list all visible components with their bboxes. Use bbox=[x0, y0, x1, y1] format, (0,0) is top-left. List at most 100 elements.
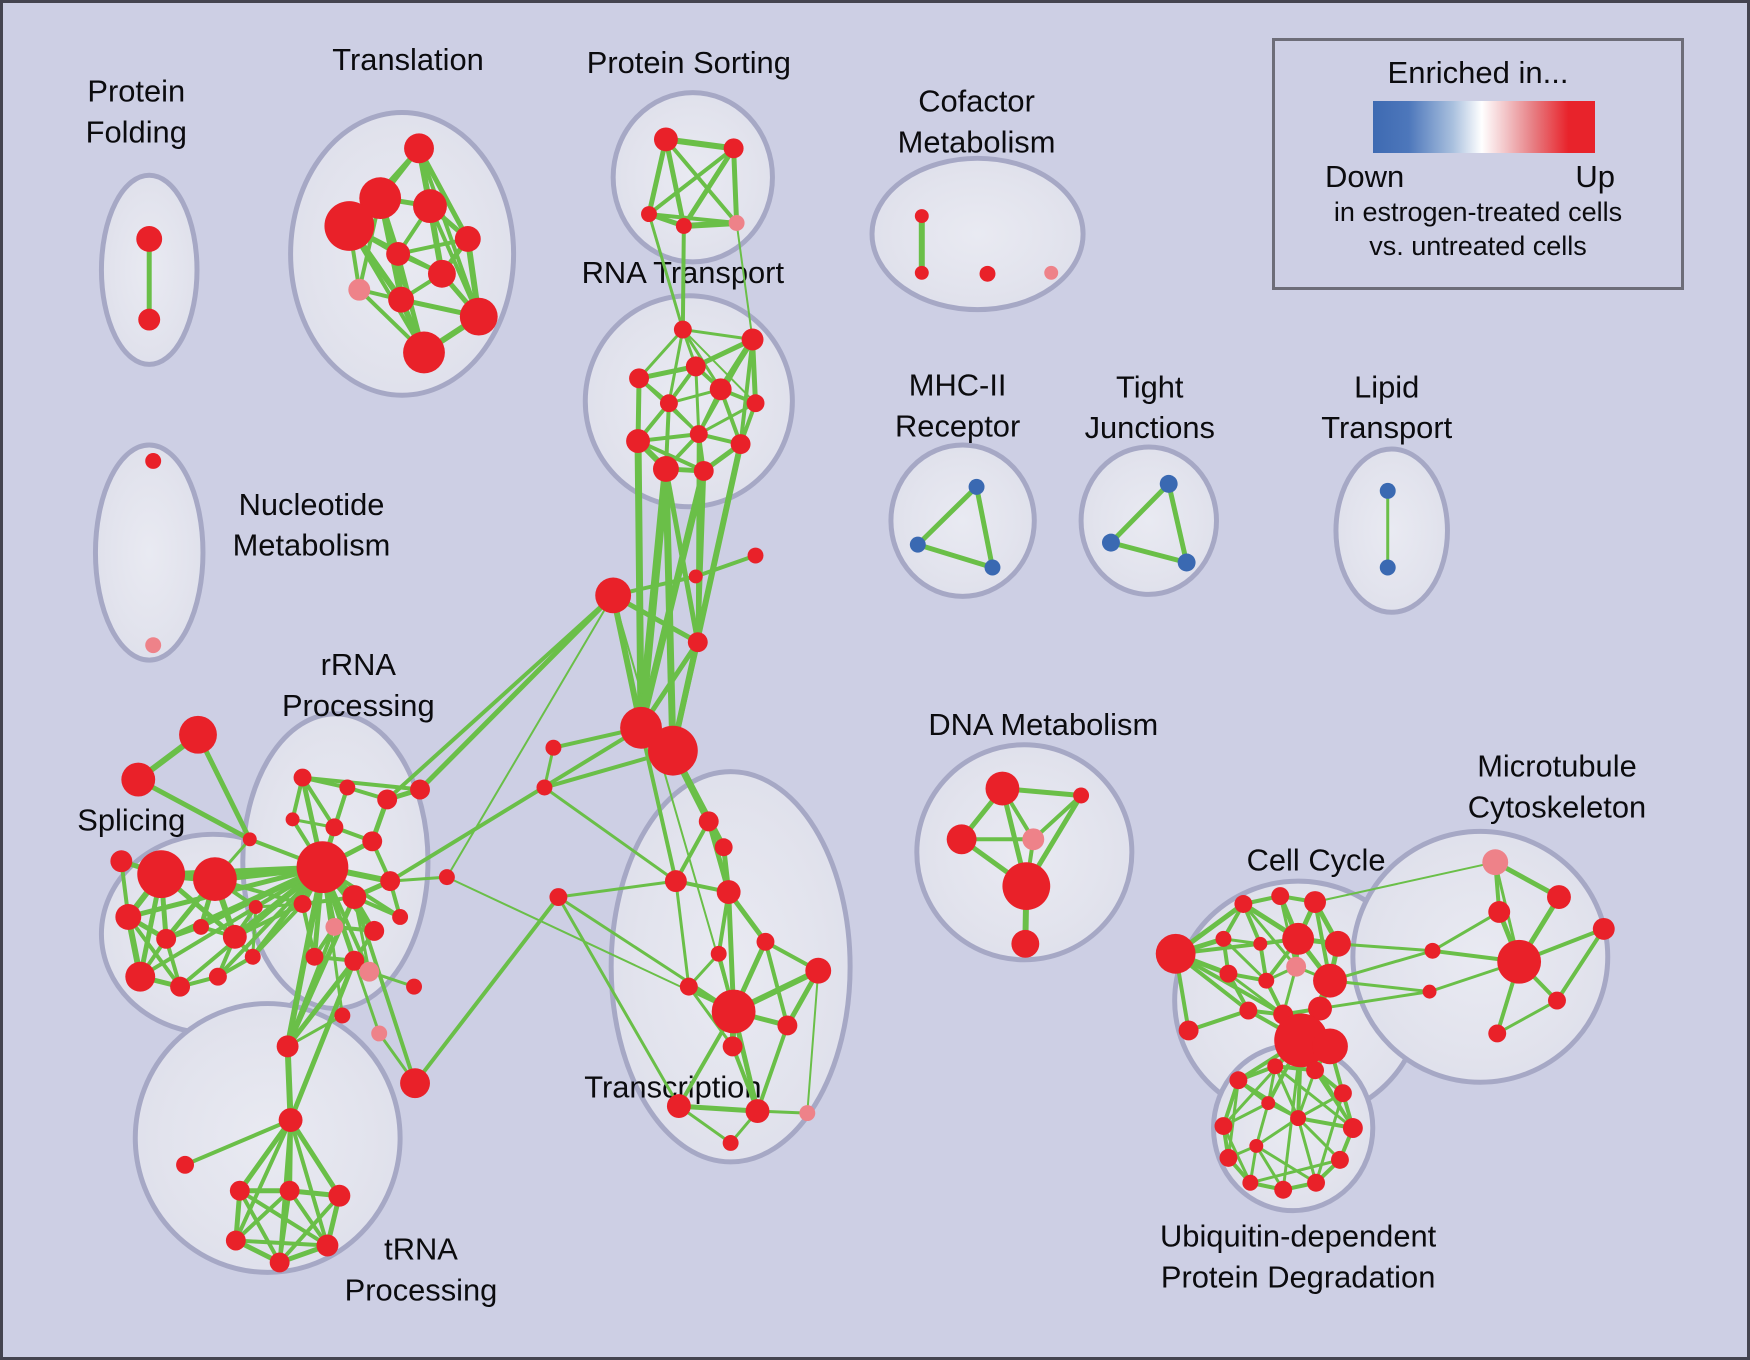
graph-node bbox=[549, 888, 568, 906]
graph-node bbox=[722, 1134, 739, 1151]
graph-node bbox=[339, 779, 356, 796]
graph-node bbox=[747, 547, 764, 564]
legend-title: Enriched in... bbox=[1387, 55, 1569, 90]
dna-metabolism-label: DNA Metabolism bbox=[928, 707, 1158, 742]
protein-folding-label: Folding bbox=[86, 115, 187, 150]
graph-node bbox=[1307, 1173, 1326, 1192]
mhc-ii-receptor-ellipse bbox=[888, 442, 1037, 599]
graph-edge bbox=[445, 594, 615, 879]
graph-edge bbox=[1431, 910, 1501, 953]
graph-edge bbox=[680, 224, 686, 332]
graph-node bbox=[156, 928, 177, 949]
legend-caption-line2: vs. untreated cells bbox=[1369, 231, 1587, 261]
graph-node bbox=[693, 460, 714, 481]
graph-node bbox=[1178, 1020, 1199, 1041]
graph-edge bbox=[639, 725, 678, 884]
graph-node bbox=[386, 241, 411, 266]
graph-node bbox=[777, 1015, 798, 1036]
graph-node bbox=[438, 869, 455, 886]
graph-edge bbox=[1254, 1116, 1300, 1148]
graph-edge bbox=[637, 328, 685, 380]
graph-node bbox=[137, 850, 186, 899]
graph-node bbox=[334, 1007, 351, 1024]
graph-edge bbox=[352, 895, 371, 974]
graph-edge bbox=[284, 864, 326, 1050]
graph-node bbox=[728, 215, 745, 231]
graph-node bbox=[1044, 265, 1059, 280]
graph-edge bbox=[763, 939, 790, 1028]
graph-edge bbox=[738, 337, 755, 447]
nucleotide-metabolism-label: Nucleotide bbox=[239, 487, 385, 522]
graph-edge bbox=[556, 895, 681, 1108]
graph-node bbox=[659, 394, 678, 413]
trna-processing-ellipse bbox=[132, 1001, 403, 1275]
graph-node bbox=[179, 715, 217, 754]
graph-node bbox=[1274, 1180, 1293, 1199]
graph-nodes-layer bbox=[110, 127, 1615, 1273]
graph-edge bbox=[636, 439, 706, 473]
graph-node bbox=[380, 871, 401, 892]
graph-edge bbox=[667, 328, 685, 405]
graph-edge bbox=[1554, 926, 1606, 1003]
graph-node bbox=[714, 838, 733, 857]
graph-edge bbox=[288, 1117, 342, 1199]
graph-edge bbox=[697, 401, 758, 436]
graph-edge bbox=[755, 1023, 790, 1114]
protein-sorting-ellipse bbox=[610, 90, 775, 265]
graph-node bbox=[1214, 1117, 1233, 1135]
graph-edge bbox=[542, 786, 678, 883]
graph-node bbox=[641, 206, 657, 223]
lipid-transport-label: Transport bbox=[1321, 410, 1452, 445]
graph-node bbox=[746, 394, 765, 413]
graph-node bbox=[170, 976, 191, 997]
graph-node bbox=[648, 725, 698, 776]
graph-node bbox=[325, 818, 344, 837]
graph-node bbox=[242, 832, 257, 847]
graph-node bbox=[1261, 1096, 1276, 1111]
graph-edge bbox=[637, 467, 708, 732]
translation-label: Translation bbox=[332, 42, 484, 77]
graph-edge bbox=[320, 865, 381, 1035]
graph-node bbox=[1325, 930, 1351, 957]
graph-node bbox=[1229, 1071, 1248, 1090]
graph-edge bbox=[687, 985, 735, 1048]
graph-node bbox=[595, 577, 632, 614]
graph-node bbox=[403, 331, 445, 374]
graph-node bbox=[1258, 972, 1275, 989]
graph-node bbox=[1239, 1001, 1258, 1020]
graph-node bbox=[406, 978, 423, 995]
graph-edge bbox=[1226, 1078, 1240, 1160]
graph-edge bbox=[610, 592, 645, 731]
graph-node bbox=[293, 768, 312, 787]
graph-edge bbox=[195, 732, 253, 842]
graph-edge bbox=[1108, 540, 1190, 566]
graph-edge bbox=[284, 1043, 294, 1124]
graph-edge bbox=[663, 137, 739, 226]
graph-edge bbox=[413, 895, 561, 1086]
graph-node bbox=[968, 478, 985, 495]
lipid-transport-ellipse bbox=[1333, 446, 1450, 615]
graph-edge bbox=[233, 1188, 292, 1243]
graph-edge bbox=[681, 328, 757, 405]
graph-edge bbox=[1254, 1101, 1270, 1148]
graph-node bbox=[1219, 964, 1238, 983]
graph-edge bbox=[288, 1118, 330, 1248]
graph-node bbox=[1422, 984, 1437, 999]
trna-processing-label: tRNA bbox=[384, 1232, 458, 1267]
graph-node bbox=[1101, 533, 1120, 552]
graph-node bbox=[110, 850, 133, 873]
graph-node bbox=[709, 378, 732, 401]
graph-node bbox=[193, 918, 209, 935]
graph-node bbox=[1592, 917, 1615, 940]
ubiquitin-degradation-label: Protein Degradation bbox=[1161, 1260, 1435, 1295]
graph-edge bbox=[288, 958, 357, 1123]
graph-edge bbox=[233, 1238, 330, 1248]
graph-edge bbox=[681, 328, 755, 342]
graph-node bbox=[675, 218, 692, 234]
graph-edge bbox=[556, 895, 736, 1014]
graph-node bbox=[388, 286, 415, 313]
graph-node bbox=[689, 425, 708, 444]
graph-node bbox=[324, 201, 375, 251]
splicing-label: Splicing bbox=[77, 803, 185, 838]
graph-edge bbox=[1495, 999, 1559, 1035]
